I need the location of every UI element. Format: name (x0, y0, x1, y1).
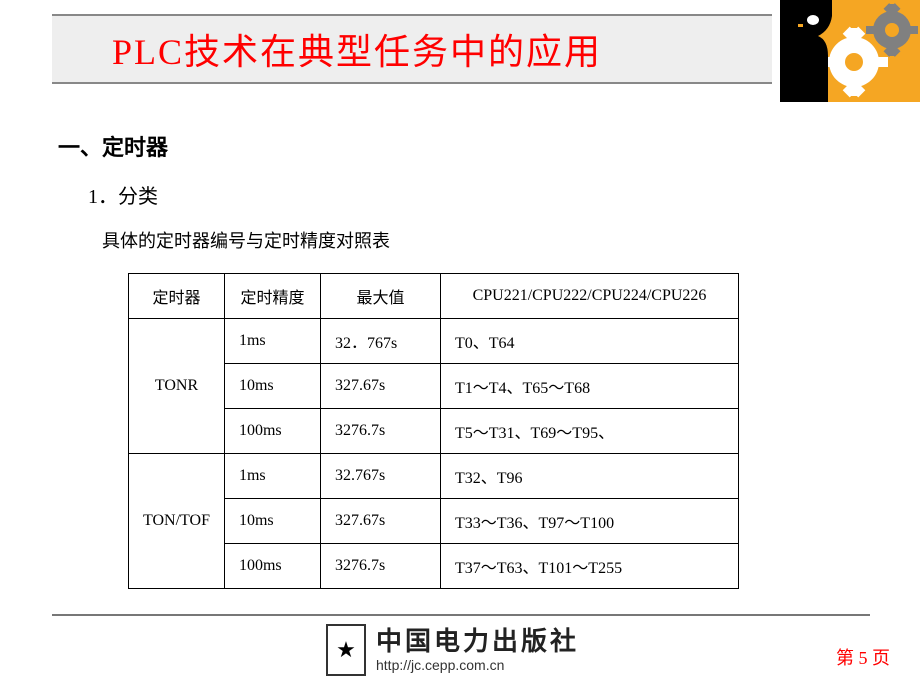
cell-precision: 10ms (224, 499, 320, 544)
footer-text: 中国电力出版社 http://jc.cepp.com.cn (376, 627, 579, 673)
col-header-max: 最大值 (320, 274, 440, 319)
cell-max: 32．767s (320, 319, 440, 364)
cell-cpu: T0、T64 (440, 319, 738, 364)
corner-logo (780, 0, 920, 102)
table-row: TON/TOF1ms32.767sT32、T96 (129, 454, 739, 499)
cell-cpu: T1～T4、T65～T68 (440, 364, 738, 409)
sub-heading: 1．分类 (88, 180, 862, 209)
section-heading: 一、定时器 (58, 130, 862, 162)
cell-max: 3276.7s (320, 409, 440, 454)
cell-precision: 10ms (224, 364, 320, 409)
publisher-name: 中国电力出版社 (376, 627, 579, 657)
header-banner: PLC技术在典型任务中的应用 (52, 14, 772, 84)
badge-glyph: ★ (336, 637, 356, 663)
cell-timer: TON/TOF (129, 454, 225, 589)
footer-publisher: ★ 中国电力出版社 http://jc.cepp.com.cn (326, 622, 579, 678)
cell-max: 3276.7s (320, 544, 440, 589)
cell-precision: 1ms (224, 319, 320, 364)
timer-table: 定时器 定时精度 最大值 CPU221/CPU222/CPU224/CPU226… (128, 273, 739, 589)
col-header-timer: 定时器 (129, 274, 225, 319)
cell-cpu: T32、T96 (440, 454, 738, 499)
cell-max: 327.67s (320, 499, 440, 544)
table-header-row: 定时器 定时精度 最大值 CPU221/CPU222/CPU224/CPU226 (129, 274, 739, 319)
cell-cpu: T33～T36、T97～T100 (440, 499, 738, 544)
page-number: 第 5 页 (836, 644, 890, 670)
cell-cpu: T37～T63、T101～T255 (440, 544, 738, 589)
cell-precision: 1ms (224, 454, 320, 499)
gear-figure-icon (780, 0, 920, 102)
footer-divider (52, 614, 870, 616)
content-area: 一、定时器 1．分类 具体的定时器编号与定时精度对照表 定时器 定时精度 最大值… (58, 130, 862, 589)
cell-max: 327.67s (320, 364, 440, 409)
table-caption: 具体的定时器编号与定时精度对照表 (102, 227, 862, 253)
cell-timer: TONR (129, 319, 225, 454)
cell-precision: 100ms (224, 409, 320, 454)
col-header-precision: 定时精度 (224, 274, 320, 319)
table-row: TONR1ms32．767sT0、T64 (129, 319, 739, 364)
cell-cpu: T5～T31、T69～T95、 (440, 409, 738, 454)
publisher-url: http://jc.cepp.com.cn (376, 657, 579, 673)
cell-max: 32.767s (320, 454, 440, 499)
page-title: PLC技术在典型任务中的应用 (112, 23, 602, 75)
col-header-cpu: CPU221/CPU222/CPU224/CPU226 (440, 274, 738, 319)
publisher-badge-icon: ★ (326, 624, 366, 676)
cell-precision: 100ms (224, 544, 320, 589)
